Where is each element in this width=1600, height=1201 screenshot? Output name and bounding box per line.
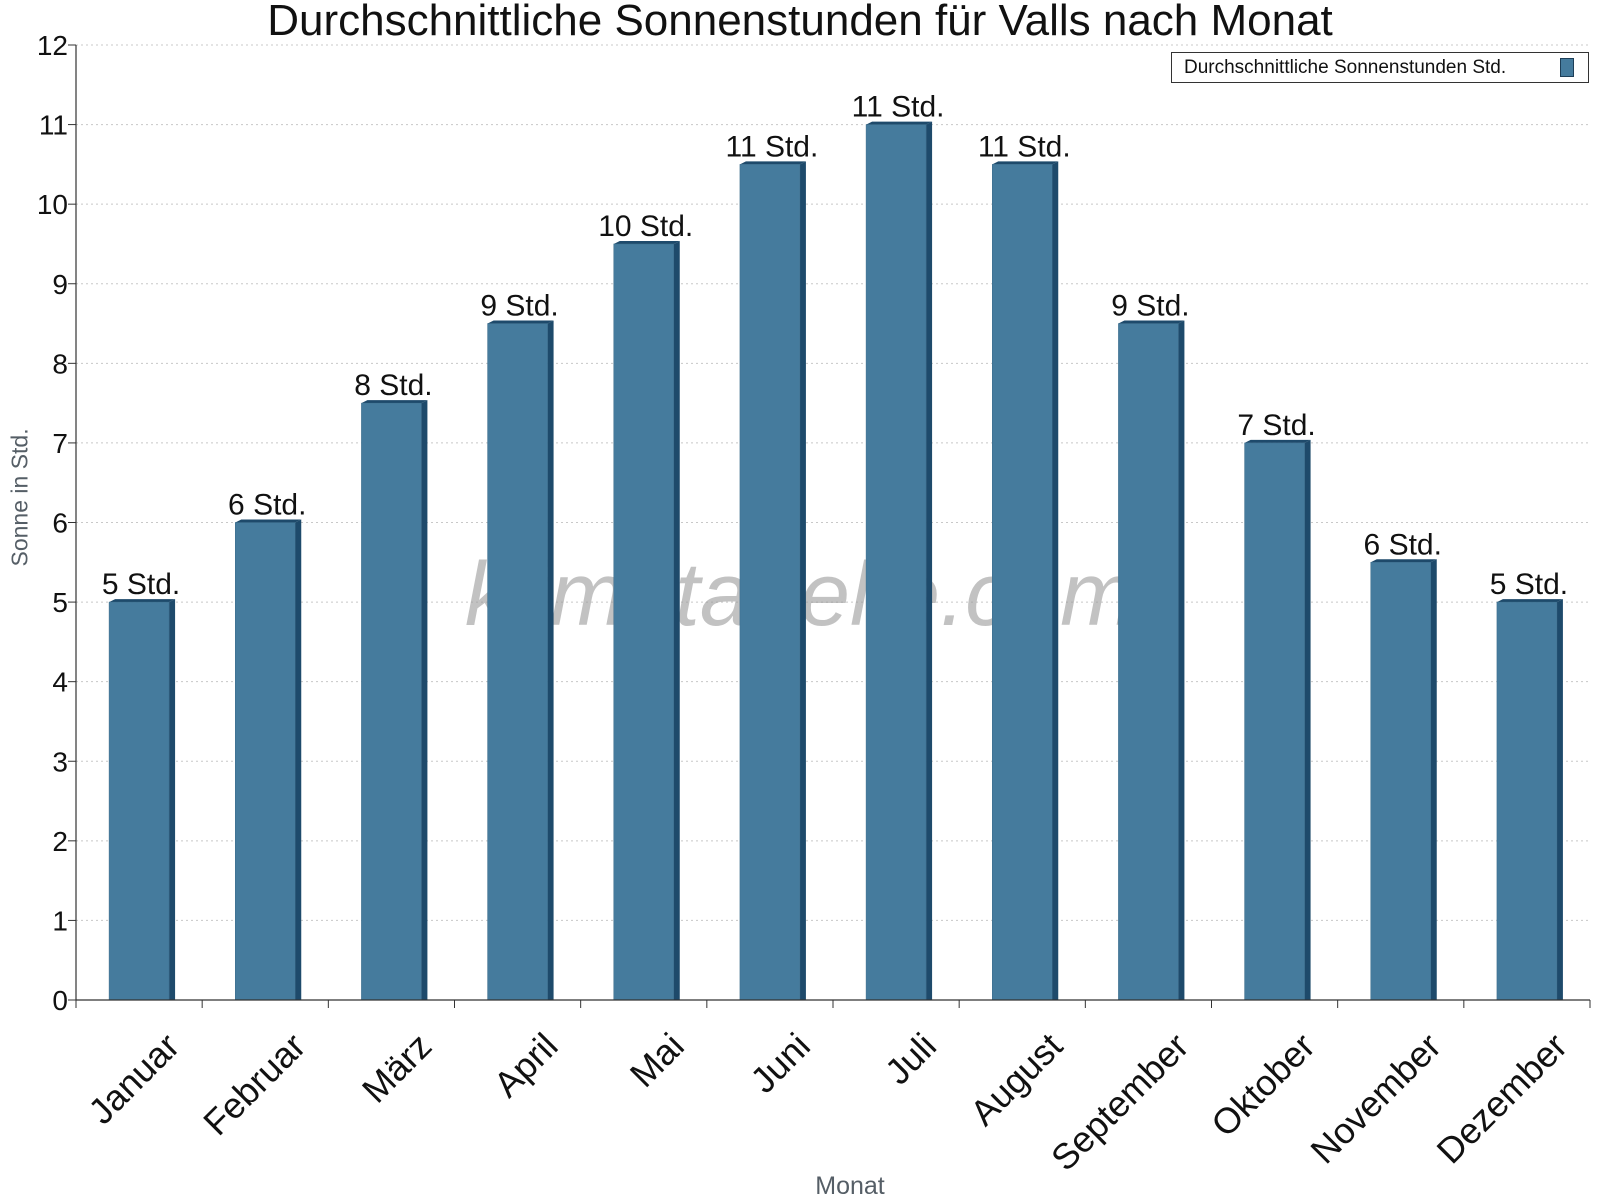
- bar: [1496, 601, 1558, 1001]
- gridlines: [76, 44, 1590, 921]
- bar-märz: [361, 400, 428, 1001]
- data-label: 6 Std.: [228, 489, 306, 522]
- data-label: 10 Std.: [598, 210, 693, 243]
- bar-side: [1556, 599, 1563, 1000]
- bar-top: [866, 121, 933, 125]
- y-tick-label: 1: [52, 905, 68, 936]
- y-tick-label: 7: [52, 428, 68, 459]
- bar: [235, 522, 296, 1001]
- bar-november: [1370, 559, 1437, 1001]
- y-tick-label: 9: [52, 269, 68, 300]
- bar-side: [169, 599, 176, 1000]
- bar-side: [1304, 439, 1311, 1001]
- y-tick-label: 8: [52, 348, 68, 379]
- x-tick-label: November: [1302, 1025, 1448, 1171]
- bar-side: [799, 161, 806, 1000]
- bar-top: [361, 400, 428, 404]
- bar-februar: [235, 519, 302, 1001]
- data-label: 9 Std.: [1111, 290, 1189, 323]
- bar-mai: [613, 240, 680, 1001]
- bar-side: [295, 519, 302, 1000]
- bar-top: [235, 519, 302, 523]
- bar: [992, 164, 1053, 1001]
- bar: [865, 124, 927, 1001]
- bar-side: [673, 240, 680, 1001]
- bar-august: [992, 161, 1059, 1001]
- data-label: 9 Std.: [480, 290, 558, 323]
- y-tick-label: 11: [39, 110, 68, 141]
- bar-top: [1118, 320, 1185, 324]
- bar-top: [613, 240, 680, 244]
- bar-januar: [108, 599, 176, 1001]
- bar-side: [1052, 161, 1059, 1000]
- data-label: 11 Std.: [852, 91, 945, 124]
- y-tick-label: 4: [52, 667, 68, 698]
- x-tick-label: Dezember: [1429, 1025, 1575, 1171]
- x-tick-label: September: [1043, 1025, 1197, 1179]
- bar-top: [109, 599, 176, 603]
- bar-top: [992, 161, 1059, 165]
- bar-oktober: [1244, 439, 1311, 1001]
- x-tick-label: Juni: [742, 1025, 818, 1101]
- bar-juni: [739, 161, 806, 1001]
- x-tick-label: April: [486, 1025, 566, 1105]
- bar-top: [487, 320, 554, 324]
- y-tick-label: 3: [52, 746, 68, 777]
- legend: Durchschnittliche Sonnenstunden Std.: [1171, 52, 1589, 83]
- data-label: 11 Std.: [725, 130, 818, 163]
- bars: [108, 121, 1563, 1001]
- x-axis-label: Monat: [815, 1172, 885, 1200]
- bar-side: [547, 320, 554, 1001]
- y-tick-label: 6: [52, 508, 68, 539]
- bar-top: [1496, 599, 1563, 603]
- y-tick-label: 10: [37, 189, 68, 220]
- y-tick-label: 5: [52, 587, 68, 618]
- data-label: 5 Std.: [102, 568, 180, 601]
- legend-swatch: [1560, 58, 1574, 77]
- x-tick-label: Februar: [195, 1025, 313, 1143]
- x-tick-label: März: [354, 1025, 440, 1111]
- bar-side: [1178, 320, 1185, 1001]
- bar: [1370, 562, 1431, 1001]
- y-tick-label: 12: [37, 30, 68, 61]
- bar-top: [1244, 439, 1311, 443]
- y-tick-label: 0: [52, 985, 68, 1016]
- data-label: 11 Std.: [978, 130, 1071, 163]
- bar: [487, 323, 548, 1001]
- bar: [1118, 323, 1179, 1001]
- data-label: 7 Std.: [1237, 409, 1315, 442]
- bar: [1244, 442, 1305, 1001]
- bar-top: [739, 161, 806, 165]
- legend-label: Durchschnittliche Sonnenstunden Std.: [1184, 56, 1507, 78]
- bar-side: [421, 400, 428, 1000]
- x-tick-label: Juli: [877, 1025, 944, 1092]
- bar: [361, 402, 422, 1001]
- bar-side: [926, 121, 933, 1001]
- chart-title: Durchschnittliche Sonnenstunden für Vall…: [267, 0, 1333, 45]
- x-tick-label: Oktober: [1203, 1025, 1323, 1145]
- bar: [108, 601, 170, 1001]
- bar-april: [487, 320, 554, 1001]
- y-axis-label: Sonne in Std.: [6, 428, 33, 567]
- data-label: 8 Std.: [354, 369, 432, 402]
- bar-dezember: [1496, 599, 1563, 1001]
- bar-juli: [865, 121, 933, 1001]
- bar-side: [1430, 559, 1437, 1000]
- bar-top: [1370, 559, 1437, 563]
- x-tick-label: August: [962, 1025, 1070, 1133]
- y-tick-label: 2: [52, 826, 68, 857]
- bar: [739, 164, 801, 1001]
- x-tick-label: Januar: [80, 1025, 187, 1132]
- data-label: 5 Std.: [1490, 568, 1568, 601]
- bar: [613, 243, 674, 1001]
- data-label: 6 Std.: [1364, 528, 1442, 561]
- bar-september: [1118, 320, 1185, 1001]
- x-tick-label: Mai: [622, 1025, 692, 1095]
